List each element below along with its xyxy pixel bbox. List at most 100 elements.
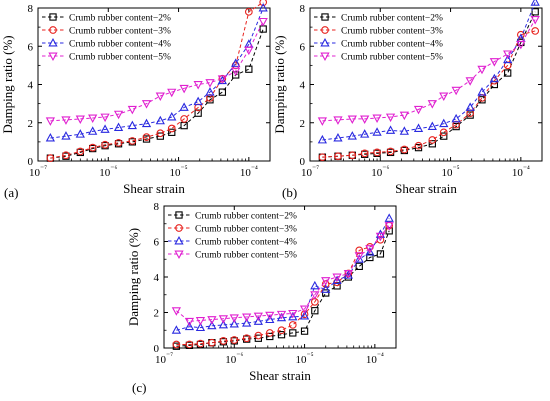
data-point <box>265 311 275 321</box>
data-point <box>300 310 309 319</box>
legend-label: Crumb rubber content−4% <box>341 40 443 50</box>
data-point <box>317 117 328 126</box>
x-tick-label: 10⁻⁷ <box>301 164 319 179</box>
data-point <box>332 275 342 285</box>
y-axis-title: Damping ratio (%) <box>0 35 15 133</box>
data-point <box>167 88 177 98</box>
data-point <box>205 79 215 88</box>
data-point <box>311 307 319 315</box>
data-point <box>439 92 449 102</box>
data-point <box>427 100 437 109</box>
y-tick-label: 0 <box>28 156 34 168</box>
data-point <box>113 110 124 120</box>
data-point <box>193 96 203 106</box>
y-tick-label: 4 <box>28 80 34 92</box>
legend-marker <box>174 235 184 245</box>
data-point <box>194 109 202 117</box>
data-point <box>75 129 85 138</box>
data-point <box>332 273 342 283</box>
data-point <box>299 310 310 320</box>
data-point <box>360 115 370 124</box>
data-point <box>258 2 268 12</box>
panel-label: (c) <box>132 380 146 395</box>
data-point <box>334 152 342 161</box>
data-point <box>242 318 252 327</box>
data-point <box>440 132 448 140</box>
data-point <box>451 113 461 123</box>
data-point <box>289 329 297 337</box>
data-point <box>347 115 357 124</box>
data-point <box>372 114 382 124</box>
data-point <box>205 87 215 96</box>
data-point <box>242 334 251 343</box>
legend: Crumb rubber content−2% Crumb rubber cont… <box>314 13 443 63</box>
data-point <box>288 311 298 321</box>
data-point <box>355 262 363 270</box>
data-point <box>386 147 395 156</box>
data-point <box>366 253 374 262</box>
legend-marker <box>49 13 57 21</box>
x-tick-label: 10⁻⁶ <box>371 164 389 179</box>
data-point <box>288 321 297 329</box>
data-point <box>100 113 110 123</box>
data-point <box>218 88 227 96</box>
data-point <box>277 331 286 339</box>
data-point <box>230 336 239 344</box>
y-tick-label: 6 <box>300 41 306 53</box>
data-point <box>503 54 513 64</box>
data-point <box>127 105 137 115</box>
data-point <box>114 138 123 147</box>
data-point <box>348 151 357 160</box>
data-point <box>231 67 241 77</box>
data-point <box>451 86 461 96</box>
panel-label: (a) <box>4 185 18 200</box>
y-tick-label: 4 <box>300 80 306 92</box>
data-point <box>171 307 182 316</box>
legend-label: Crumb rubber content−4% <box>195 238 297 248</box>
data-point <box>347 131 357 140</box>
data-point <box>179 84 189 94</box>
legend-marker <box>321 13 329 21</box>
y-axis-title: Damping ratio (%) <box>126 228 141 326</box>
data-point <box>428 140 436 148</box>
data-point <box>141 100 152 109</box>
data-point <box>61 131 71 140</box>
data-point <box>168 128 176 136</box>
data-point <box>531 8 539 16</box>
x-tick-label: 10⁻⁴ <box>366 351 384 366</box>
data-point <box>376 250 385 258</box>
data-point <box>258 17 268 27</box>
legend-marker <box>175 224 183 232</box>
x-axis-title: Shear strain <box>123 181 185 196</box>
x-axis-title: Shear strain <box>249 368 311 383</box>
data-point <box>414 141 423 150</box>
data-point <box>265 314 275 324</box>
data-point <box>113 122 124 131</box>
series-line-triangle-up <box>322 2 536 141</box>
data-point <box>196 339 205 348</box>
data-point <box>100 124 110 133</box>
panel-a: 0 2 4 6 8 10⁻⁷ 10⁻⁶ 10⁻⁵ 10⁻⁴ Shear strain Damping… <box>0 0 271 200</box>
series-line-square <box>50 28 264 159</box>
data-point <box>156 129 165 138</box>
y-tick-label: 0 <box>300 156 306 168</box>
data-point <box>428 136 437 144</box>
data-point <box>88 143 97 152</box>
data-point <box>321 277 331 286</box>
data-point <box>128 137 137 145</box>
data-point <box>385 227 393 235</box>
data-point <box>413 105 424 115</box>
data-point <box>489 73 499 83</box>
data-point <box>300 327 309 335</box>
data-point <box>477 65 487 75</box>
legend-label: Crumb rubber content−3% <box>195 225 297 235</box>
data-point <box>310 280 320 290</box>
data-point <box>465 77 475 86</box>
x-tick-label: 10⁻⁵ <box>442 164 460 179</box>
legend-marker <box>175 211 183 219</box>
data-point <box>439 128 448 137</box>
y-tick-label: 6 <box>28 41 34 53</box>
data-point <box>219 337 228 345</box>
x-tick-label: 10⁻⁷ <box>155 351 173 366</box>
